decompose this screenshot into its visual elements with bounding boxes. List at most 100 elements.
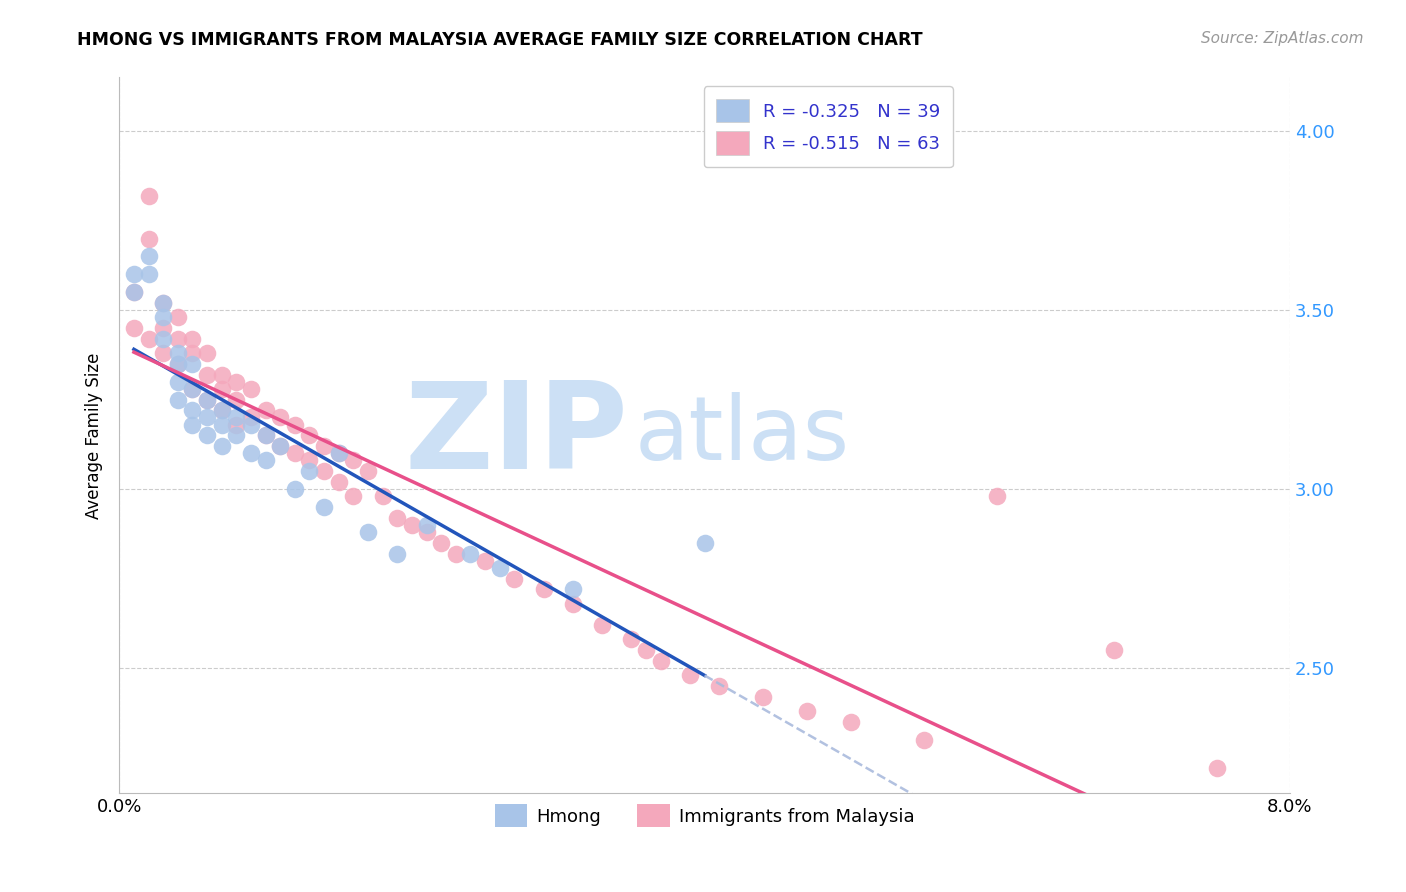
Point bbox=[401, 517, 423, 532]
Point bbox=[986, 489, 1008, 503]
Point bbox=[181, 382, 204, 396]
Y-axis label: Average Family Size: Average Family Size bbox=[86, 352, 103, 518]
Point bbox=[181, 332, 204, 346]
Point bbox=[415, 524, 437, 539]
Point bbox=[166, 357, 188, 371]
Point bbox=[166, 310, 188, 325]
Point bbox=[225, 410, 247, 425]
Point bbox=[181, 403, 204, 417]
Point bbox=[122, 321, 145, 335]
Point bbox=[254, 428, 277, 442]
Point bbox=[314, 500, 336, 514]
Point bbox=[138, 231, 160, 245]
Point bbox=[839, 714, 862, 729]
Point bbox=[254, 428, 277, 442]
Point bbox=[181, 382, 204, 396]
Point bbox=[342, 489, 364, 503]
Point bbox=[269, 410, 291, 425]
Point bbox=[284, 446, 307, 460]
Point bbox=[195, 392, 218, 407]
Point bbox=[387, 510, 409, 524]
Point bbox=[269, 439, 291, 453]
Point bbox=[298, 428, 321, 442]
Point bbox=[225, 417, 247, 432]
Point bbox=[328, 475, 350, 489]
Point bbox=[152, 332, 174, 346]
Point bbox=[211, 368, 233, 382]
Point bbox=[181, 357, 204, 371]
Point bbox=[239, 382, 262, 396]
Text: HMONG VS IMMIGRANTS FROM MALAYSIA AVERAGE FAMILY SIZE CORRELATION CHART: HMONG VS IMMIGRANTS FROM MALAYSIA AVERAG… bbox=[77, 31, 922, 49]
Point bbox=[342, 453, 364, 467]
Point bbox=[166, 332, 188, 346]
Point bbox=[284, 417, 307, 432]
Point bbox=[650, 654, 672, 668]
Text: ZIP: ZIP bbox=[405, 377, 628, 494]
Point bbox=[371, 489, 394, 503]
Point bbox=[225, 428, 247, 442]
Point bbox=[912, 732, 935, 747]
Point bbox=[152, 346, 174, 360]
Point bbox=[138, 249, 160, 263]
Legend: Hmong, Immigrants from Malaysia: Hmong, Immigrants from Malaysia bbox=[488, 797, 921, 834]
Point bbox=[679, 668, 702, 682]
Text: Source: ZipAtlas.com: Source: ZipAtlas.com bbox=[1201, 31, 1364, 46]
Point bbox=[561, 597, 583, 611]
Point bbox=[138, 332, 160, 346]
Point bbox=[357, 464, 380, 478]
Point bbox=[152, 296, 174, 310]
Point bbox=[298, 464, 321, 478]
Point bbox=[181, 417, 204, 432]
Point bbox=[211, 382, 233, 396]
Point bbox=[709, 679, 731, 693]
Point bbox=[195, 410, 218, 425]
Point bbox=[328, 446, 350, 460]
Point bbox=[122, 285, 145, 300]
Point bbox=[239, 410, 262, 425]
Point bbox=[239, 417, 262, 432]
Point bbox=[195, 392, 218, 407]
Point bbox=[503, 572, 526, 586]
Point bbox=[195, 346, 218, 360]
Point bbox=[122, 285, 145, 300]
Point bbox=[488, 561, 510, 575]
Point bbox=[460, 547, 482, 561]
Point bbox=[225, 375, 247, 389]
Point bbox=[314, 464, 336, 478]
Point bbox=[122, 268, 145, 282]
Point bbox=[138, 188, 160, 202]
Point bbox=[591, 618, 613, 632]
Point bbox=[430, 535, 453, 549]
Point bbox=[166, 375, 188, 389]
Point bbox=[225, 392, 247, 407]
Point bbox=[152, 321, 174, 335]
Point bbox=[181, 346, 204, 360]
Point bbox=[152, 296, 174, 310]
Point bbox=[693, 535, 716, 549]
Point bbox=[211, 439, 233, 453]
Point bbox=[752, 690, 775, 704]
Point bbox=[444, 547, 467, 561]
Point bbox=[195, 428, 218, 442]
Point bbox=[634, 643, 657, 657]
Point bbox=[474, 554, 496, 568]
Point bbox=[387, 547, 409, 561]
Point bbox=[166, 357, 188, 371]
Point bbox=[254, 403, 277, 417]
Point bbox=[284, 482, 307, 496]
Point bbox=[211, 403, 233, 417]
Point bbox=[152, 310, 174, 325]
Point bbox=[328, 446, 350, 460]
Point bbox=[357, 524, 380, 539]
Point bbox=[269, 439, 291, 453]
Point bbox=[415, 517, 437, 532]
Point bbox=[620, 632, 643, 647]
Point bbox=[166, 346, 188, 360]
Text: atlas: atlas bbox=[634, 392, 849, 479]
Point bbox=[561, 582, 583, 597]
Point bbox=[166, 392, 188, 407]
Point bbox=[314, 439, 336, 453]
Point bbox=[298, 453, 321, 467]
Point bbox=[239, 446, 262, 460]
Point bbox=[211, 417, 233, 432]
